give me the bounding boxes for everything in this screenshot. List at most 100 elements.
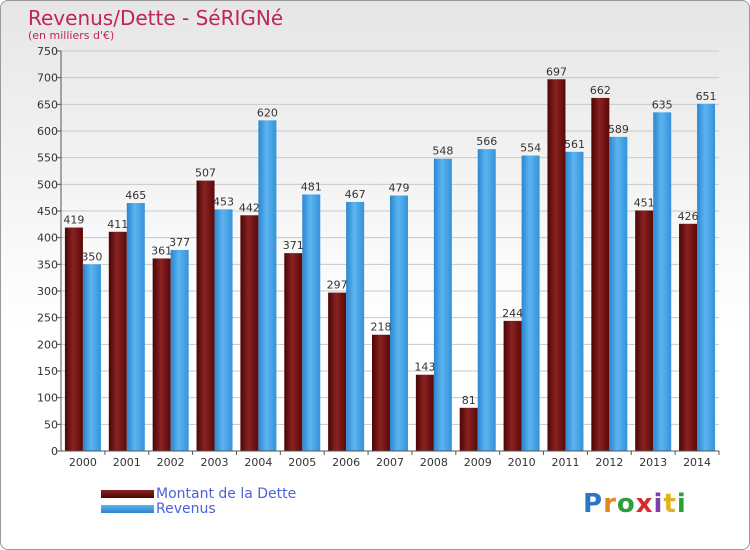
- dette-value-label: 371: [283, 239, 304, 252]
- y-tick-label: 650: [37, 98, 58, 111]
- revenus-bar: [565, 151, 584, 452]
- x-tick-label: 2010: [508, 456, 536, 469]
- dette-value-label: 507: [195, 167, 216, 180]
- dette-value-label: 361: [151, 244, 172, 257]
- revenus-value-label: 635: [652, 98, 673, 111]
- dette-bar: [284, 253, 303, 451]
- revenus-value-label: 453: [213, 195, 234, 208]
- dette-bar: [635, 210, 654, 451]
- dette-bar: [328, 292, 347, 451]
- dette-bar: [108, 231, 127, 451]
- dette-value-label: 451: [634, 196, 655, 209]
- x-tick-label: 2003: [201, 456, 229, 469]
- revenus-value-label: 566: [476, 135, 497, 148]
- revenus-value-label: 620: [257, 106, 278, 119]
- x-tick-label: 2008: [420, 456, 448, 469]
- revenus-value-label: 479: [389, 182, 410, 195]
- revenus-value-label: 561: [564, 138, 585, 151]
- y-tick-label: 550: [37, 152, 58, 165]
- legend-label-revenus: Revenus: [156, 501, 216, 517]
- logo-letter: x: [635, 489, 654, 519]
- revenus-value-label: 465: [125, 189, 146, 202]
- dette-value-label: 297: [327, 279, 348, 292]
- x-tick-label: 2002: [157, 456, 185, 469]
- revenus-value-label: 377: [169, 236, 190, 249]
- x-tick-label: 2013: [639, 456, 667, 469]
- dette-value-label: 662: [590, 84, 611, 97]
- dette-value-label: 442: [239, 201, 260, 214]
- revenus-bar: [433, 158, 452, 451]
- y-tick-label: 600: [37, 125, 58, 138]
- y-tick-label: 50: [44, 418, 58, 431]
- revenus-bar: [302, 194, 321, 451]
- logo-letter: t: [663, 489, 677, 519]
- legend-swatch-revenus: [101, 505, 154, 513]
- revenus-bar: [477, 149, 496, 451]
- y-tick-label: 450: [37, 205, 58, 218]
- revenus-bar: [697, 103, 716, 452]
- y-tick-label: 0: [51, 445, 58, 458]
- dette-bar: [415, 374, 434, 451]
- dette-bar: [679, 223, 698, 451]
- dette-bar: [591, 97, 610, 451]
- x-tick-label: 2004: [244, 456, 272, 469]
- dette-bar: [196, 180, 215, 451]
- y-tick-label: 200: [37, 338, 58, 351]
- revenus-bar: [82, 264, 101, 451]
- chart-title: Revenus/Dette - SéRIGNé: [28, 6, 284, 30]
- x-tick-label: 2009: [464, 456, 492, 469]
- y-tick-label: 700: [37, 72, 58, 85]
- dette-bar: [152, 258, 171, 451]
- dette-bar: [240, 215, 259, 451]
- revenus-bar: [258, 120, 277, 451]
- logo-letter: P: [583, 489, 604, 519]
- dette-value-label: 411: [107, 218, 128, 231]
- logo-letter: i: [676, 489, 687, 519]
- revenus-value-label: 651: [696, 90, 717, 103]
- revenus-bar: [126, 203, 145, 451]
- logo-letter: r: [603, 489, 617, 519]
- x-tick-label: 2011: [551, 456, 579, 469]
- y-tick-label: 100: [37, 392, 58, 405]
- dette-bar: [372, 334, 390, 451]
- y-tick-label: 250: [37, 312, 58, 325]
- dette-bar: [64, 227, 83, 451]
- x-tick-label: 2014: [683, 456, 711, 469]
- logo-letter: i: [653, 489, 664, 519]
- revenus-bar: [170, 249, 189, 451]
- dette-bar: [459, 407, 478, 451]
- revenus-bar: [390, 195, 408, 451]
- revenus-value-label: 589: [608, 123, 629, 136]
- x-tick-label: 2012: [595, 456, 623, 469]
- dette-value-label: 81: [462, 394, 476, 407]
- dette-value-label: 697: [546, 65, 567, 78]
- x-tick-label: 2007: [376, 456, 404, 469]
- dette-value-label: 419: [63, 214, 84, 227]
- y-tick-label: 500: [37, 178, 58, 191]
- revenus-bar: [521, 155, 540, 452]
- legend-label-dette: Montant de la Dette: [156, 486, 297, 502]
- y-tick-label: 300: [37, 285, 58, 298]
- x-tick-label: 2001: [113, 456, 141, 469]
- y-tick-label: 350: [37, 258, 58, 271]
- y-tick-label: 150: [37, 365, 58, 378]
- legend-swatch-dette: [101, 490, 154, 498]
- y-tick-label: 750: [37, 45, 58, 58]
- chart-subtitle: (en milliers d'€): [28, 29, 115, 42]
- revenus-value-label: 481: [301, 180, 322, 193]
- revenus-value-label: 467: [345, 188, 366, 201]
- dette-value-label: 426: [678, 210, 699, 223]
- revenus-bar: [214, 209, 233, 451]
- revenus-bar: [653, 112, 672, 451]
- revenus-bar: [609, 136, 628, 451]
- logo-letter: o: [616, 489, 636, 519]
- y-tick-label: 400: [37, 232, 58, 245]
- dette-value-label: 218: [371, 321, 392, 334]
- revenus-bar: [346, 201, 365, 451]
- x-tick-label: 2005: [288, 456, 316, 469]
- proxiti-logo: Proxiti: [583, 489, 687, 519]
- dette-bar: [547, 79, 566, 452]
- x-tick-label: 2000: [69, 456, 97, 469]
